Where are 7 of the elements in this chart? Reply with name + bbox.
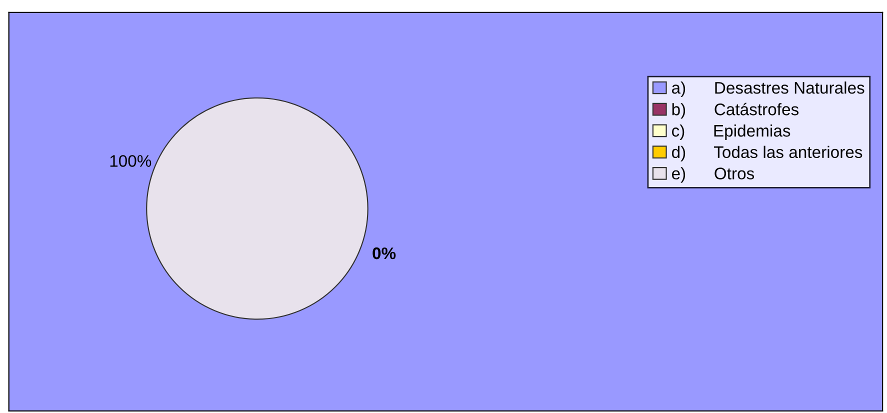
legend-label: c) Epidemias (672, 124, 790, 140)
legend-label: d) Todas las anteriores (672, 146, 862, 162)
legend-label: a) Desastres Naturales (672, 82, 864, 98)
legend-label: e) Otros (672, 167, 754, 183)
data-label: 100% (110, 155, 152, 167)
text: 0% (372, 247, 396, 260)
legend-label: b) Catástrofes (672, 102, 799, 119)
